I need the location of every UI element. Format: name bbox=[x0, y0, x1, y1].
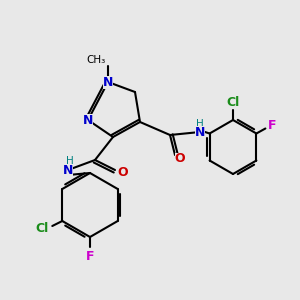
Text: F: F bbox=[86, 250, 94, 262]
Text: CH₃: CH₃ bbox=[87, 55, 106, 65]
Text: N: N bbox=[83, 113, 93, 127]
Text: H: H bbox=[66, 156, 74, 166]
Text: H: H bbox=[196, 119, 204, 129]
Text: O: O bbox=[175, 152, 185, 166]
Text: Cl: Cl bbox=[36, 223, 49, 236]
Text: Cl: Cl bbox=[226, 95, 240, 109]
Text: O: O bbox=[118, 166, 128, 178]
Text: N: N bbox=[103, 76, 113, 88]
Text: N: N bbox=[195, 125, 205, 139]
Text: F: F bbox=[268, 119, 277, 132]
Text: N: N bbox=[63, 164, 73, 176]
